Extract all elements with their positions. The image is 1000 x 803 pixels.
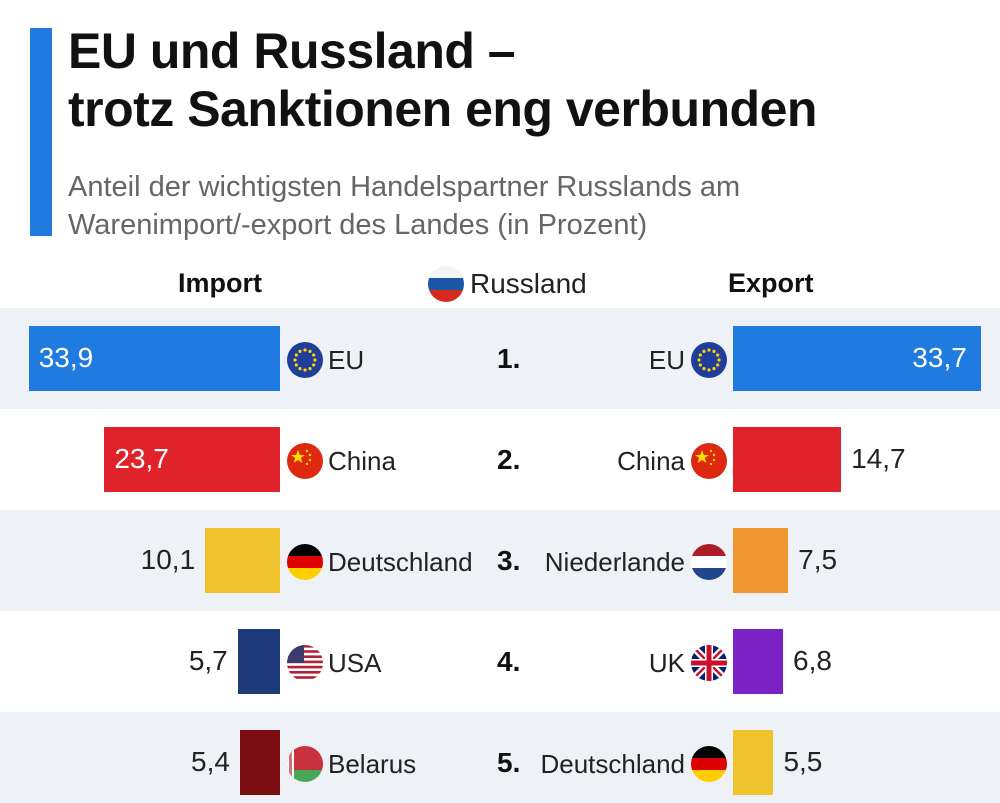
export-value-label: 5,5 <box>783 746 823 777</box>
chart-rows: 33,9 EU 1. EU 33,7 23,7 China 2. China 14,7 10,1 De… <box>0 308 1000 803</box>
eu-flag-icon <box>287 342 323 378</box>
rank-label: 3. <box>497 545 521 576</box>
belarus-flag-icon <box>287 746 323 782</box>
export-bar <box>733 730 774 795</box>
germany-flag-icon <box>691 746 727 782</box>
rank-label: 5. <box>497 747 521 778</box>
usa-flag-icon <box>287 645 323 681</box>
export-country-label: Niederlande <box>544 547 685 577</box>
chart-subtitle: Anteil der wichtigsten Handelspartner Ru… <box>68 168 740 244</box>
export-country-label: EU <box>648 345 685 375</box>
import-country-label: Deutschland <box>328 547 473 577</box>
export-country-label: Deutschland <box>540 749 685 779</box>
russia-label: Russland <box>470 268 587 299</box>
export-value-label: 14,7 <box>851 443 906 474</box>
chart-row: 23,7 China 2. China 14,7 <box>0 409 1000 510</box>
export-bar <box>733 528 789 593</box>
subtitle-line-1: Anteil der wichtigsten Handelspartner Ru… <box>68 171 741 203</box>
import-heading: Import <box>178 268 262 298</box>
china-flag-icon <box>287 443 323 479</box>
export-bar <box>733 427 842 492</box>
chart-row: 5,7 USA 4. UK 6,8 <box>0 611 1000 712</box>
rank-label: 1. <box>497 343 521 374</box>
import-value-label: 5,7 <box>188 645 228 676</box>
chart-row: 10,1 Deutschland 3. Niederlande 7,5 <box>0 510 1000 611</box>
import-value-label: 5,4 <box>191 746 230 777</box>
title-line-1: EU und Russland – <box>68 23 516 79</box>
export-country-label: UK <box>648 648 685 678</box>
russia-flag-icon <box>428 266 464 302</box>
import-country-label: China <box>328 446 396 476</box>
import-country-label: USA <box>328 648 382 678</box>
rank-label: 2. <box>497 444 521 475</box>
china-flag-icon <box>691 443 727 479</box>
accent-bar <box>30 28 52 236</box>
import-value-label: 10,1 <box>140 544 196 575</box>
germany-flag-icon <box>287 544 323 580</box>
import-value-label: 33,9 <box>38 342 94 373</box>
export-value-label: 33,7 <box>912 342 967 373</box>
export-country-label: China <box>617 446 685 476</box>
import-country-label: Belarus <box>328 749 417 779</box>
uk-flag-icon <box>691 645 727 681</box>
export-heading: Export <box>728 268 814 298</box>
import-country-label: EU <box>328 345 365 375</box>
import-bar <box>205 528 280 593</box>
chart-row: 33,9 EU 1. EU 33,7 <box>0 308 1000 409</box>
import-bar <box>237 629 280 694</box>
import-bar <box>28 326 280 391</box>
export-value-label: 7,5 <box>798 544 838 575</box>
netherlands-flag-icon <box>691 544 727 580</box>
import-bar <box>239 730 280 795</box>
rank-label: 4. <box>497 646 521 677</box>
chart-row: 5,4 Belarus 5. Deutschland 5,5 <box>0 712 1000 803</box>
eu-flag-icon <box>691 342 727 378</box>
import-value-label: 23,7 <box>114 443 169 474</box>
chart-title: EU und Russland – trotz Sanktionen eng v… <box>68 22 817 138</box>
export-bar <box>733 629 783 694</box>
title-line-2: trotz Sanktionen eng verbunden <box>68 81 817 137</box>
subtitle-line-2: Warenimport/-export des Landes (in Proze… <box>68 209 648 241</box>
export-value-label: 6,8 <box>793 645 832 676</box>
russia-heading: Russland <box>428 266 587 302</box>
export-bar <box>733 326 981 391</box>
import-bar <box>104 427 280 492</box>
